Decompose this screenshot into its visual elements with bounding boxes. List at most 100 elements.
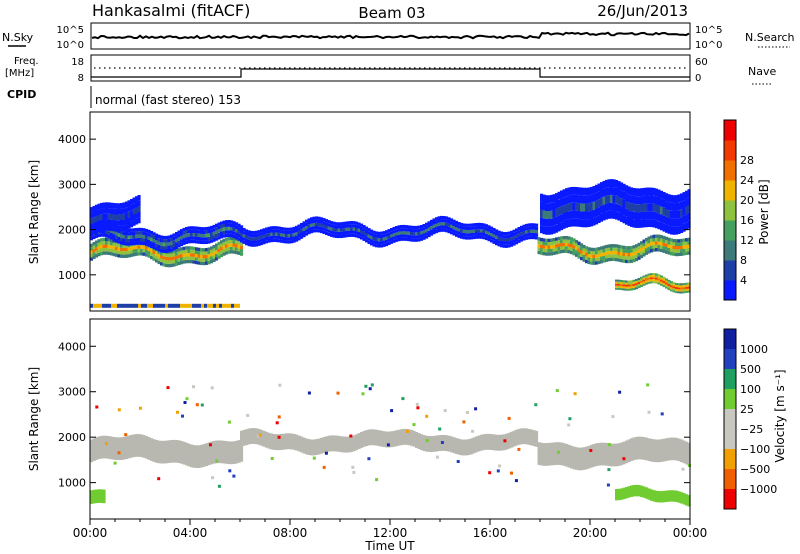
power-cell <box>100 238 104 242</box>
power-cell <box>295 238 299 242</box>
power-cell <box>660 283 664 286</box>
power-cell <box>682 291 686 294</box>
power-cell <box>537 237 541 241</box>
velocity-cell <box>455 438 459 454</box>
power-cell <box>235 229 239 233</box>
power-cell <box>647 273 651 276</box>
velocity-cell <box>277 415 281 419</box>
velocity-cell <box>152 439 156 462</box>
power-cell <box>540 217 544 226</box>
power-cell <box>637 286 641 289</box>
power-cell <box>672 211 676 219</box>
power-cell <box>177 237 181 241</box>
power-cell <box>565 242 569 247</box>
velocity-cell <box>687 495 691 507</box>
power-cell <box>195 229 199 234</box>
power-cell <box>542 248 546 252</box>
power-cell <box>670 252 674 256</box>
power-cell <box>550 202 554 211</box>
velocity-cell <box>195 445 199 468</box>
power-cell <box>155 248 159 253</box>
power-cell <box>177 261 181 265</box>
power-cell <box>240 229 244 233</box>
power-cell <box>635 254 639 258</box>
power-cell <box>527 236 531 240</box>
power-cell <box>420 234 424 238</box>
velocity-cell <box>305 438 309 455</box>
power-cell <box>380 241 384 245</box>
power-cell <box>110 225 114 231</box>
power-cell <box>440 225 444 229</box>
power-colorbar-tick: 12 <box>740 234 754 247</box>
power-cell <box>387 241 391 245</box>
power-cell <box>340 228 344 232</box>
velocity-cell <box>680 492 684 504</box>
power-cell <box>352 221 356 225</box>
power-cell <box>620 190 624 199</box>
power-cell <box>110 238 114 242</box>
power-cell <box>687 284 691 287</box>
power-cell <box>220 221 224 225</box>
power-cell <box>565 239 569 243</box>
velocity-cell <box>170 440 174 463</box>
power-cell <box>400 225 404 229</box>
power-cell <box>190 229 194 233</box>
power-cell <box>155 255 159 260</box>
power-cell <box>230 250 234 254</box>
power-cell <box>675 252 679 257</box>
velocity-cell <box>370 429 374 446</box>
velocity-cell <box>503 439 507 443</box>
power-cell <box>215 253 219 258</box>
power-cell <box>670 218 674 227</box>
power-cell <box>535 223 539 227</box>
power-cell <box>192 253 196 257</box>
freq-panel-frame <box>90 54 691 82</box>
power-cell <box>585 219 589 228</box>
power-cell <box>590 257 594 262</box>
power-cell <box>505 238 509 242</box>
power-cell <box>375 237 379 241</box>
power-cell <box>465 233 469 237</box>
power-cell <box>222 252 226 256</box>
power-cell <box>120 251 124 255</box>
power-cell <box>547 248 551 253</box>
velocity-cell <box>477 435 481 452</box>
power-cell <box>545 245 549 249</box>
power-cell <box>560 198 564 207</box>
power-cell <box>552 248 556 252</box>
power-cell <box>597 257 601 261</box>
power-cell <box>640 284 644 287</box>
velocity-cell <box>165 440 169 464</box>
power-cell <box>175 242 179 246</box>
power-cell <box>542 210 546 219</box>
power-cell <box>127 217 131 223</box>
power-cell <box>570 210 574 219</box>
power-panel-frame <box>89 111 691 312</box>
power-cell <box>517 239 521 243</box>
power-cell <box>272 232 276 236</box>
power-cell <box>657 278 661 281</box>
velocity-cell <box>258 433 262 437</box>
power-cell <box>440 219 444 223</box>
power-cell <box>102 219 106 226</box>
power-cell <box>495 232 499 236</box>
velocity-cell <box>90 490 94 504</box>
power-cell <box>120 303 123 308</box>
velocity-cell <box>575 447 579 470</box>
power-cell <box>392 230 396 234</box>
power-cell <box>92 217 96 223</box>
power-cell <box>635 247 639 251</box>
velocity-cell <box>256 434 260 438</box>
power-cell <box>627 194 631 203</box>
power-cell <box>197 247 201 252</box>
power-cell <box>215 237 219 241</box>
power-cell <box>305 226 309 230</box>
power-cell <box>207 257 211 261</box>
power-cell <box>522 234 526 238</box>
velocity-cell <box>547 442 551 466</box>
power-cell <box>167 263 171 268</box>
power-cell <box>132 228 136 232</box>
power-cell <box>417 238 421 242</box>
power-cell <box>95 210 99 216</box>
power-cell <box>97 246 101 250</box>
